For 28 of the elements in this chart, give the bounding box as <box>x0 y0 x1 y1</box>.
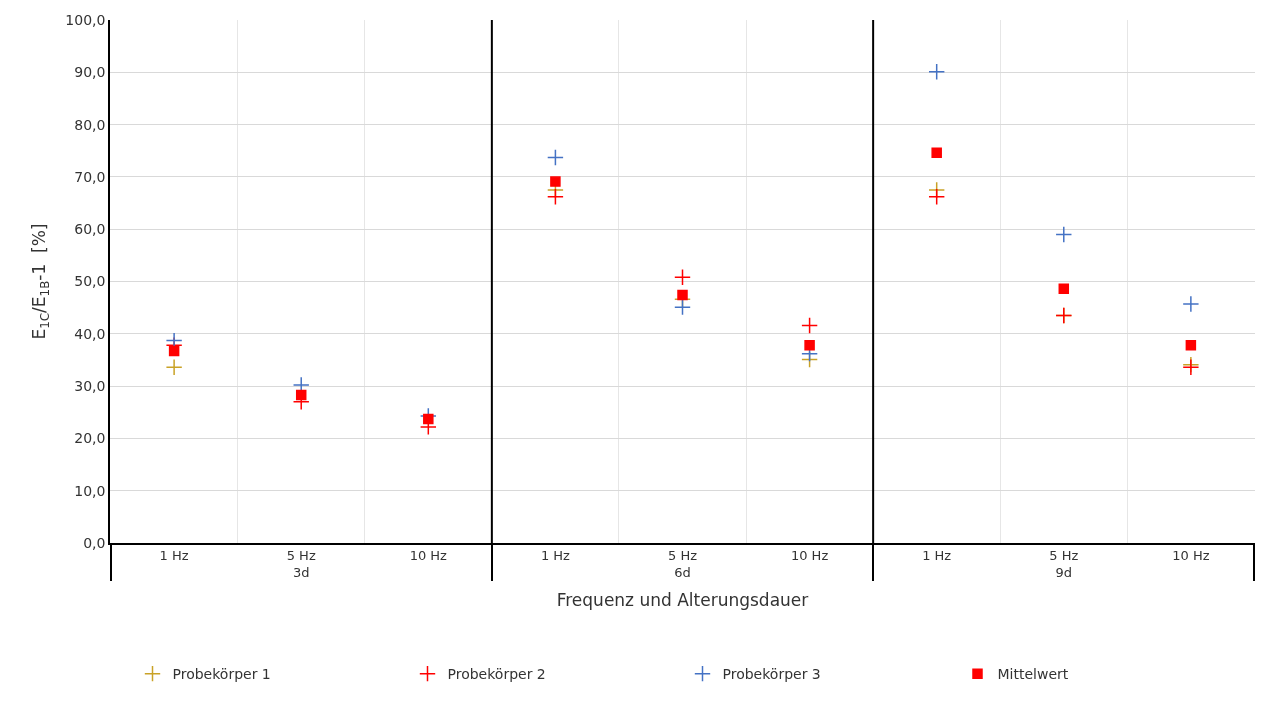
y-tick-label: 90,0 <box>74 64 106 81</box>
y-tick-label: 0,0 <box>83 534 106 551</box>
y-tick-label: 20,0 <box>74 430 106 447</box>
y-tick-label: 40,0 <box>74 325 106 342</box>
y-tick-label: 50,0 <box>74 273 106 290</box>
y-tick-label: 80,0 <box>74 116 106 133</box>
legend-label: Probekörper 1 <box>172 666 271 683</box>
legend-label: Probekörper 3 <box>722 666 821 683</box>
x-tick-label: 10 Hz <box>1172 548 1210 564</box>
y-tick-label: 30,0 <box>74 378 106 394</box>
x-tick-label: 1 Hz <box>159 548 189 564</box>
text: 6d <box>674 565 691 581</box>
x-tick-label: 5 Hz <box>1049 548 1079 564</box>
y-tick-label: 10,0 <box>74 482 106 499</box>
x-tick-label: 10 Hz <box>790 548 829 564</box>
legend-label: Mittelwert <box>997 666 1069 683</box>
legend-label: Probekörper 2 <box>447 666 546 683</box>
x-tick-label: 5 Hz <box>667 548 698 564</box>
x-tick-label: 10 Hz <box>409 548 448 564</box>
x-tick-label: 1 Hz <box>540 548 571 564</box>
y-tick-label: 60,0 <box>74 221 106 238</box>
y-tick-label: 100,0 <box>65 11 106 28</box>
text: 3d <box>292 565 310 581</box>
x-tick-label: 5 Hz <box>286 548 316 564</box>
x-axis-title: Frequenz und Alterungsdauer <box>556 590 809 611</box>
text: 9d <box>1055 565 1073 581</box>
x-tick-label: 1 Hz <box>922 548 952 564</box>
y-tick-label: 70,0 <box>74 168 106 185</box>
